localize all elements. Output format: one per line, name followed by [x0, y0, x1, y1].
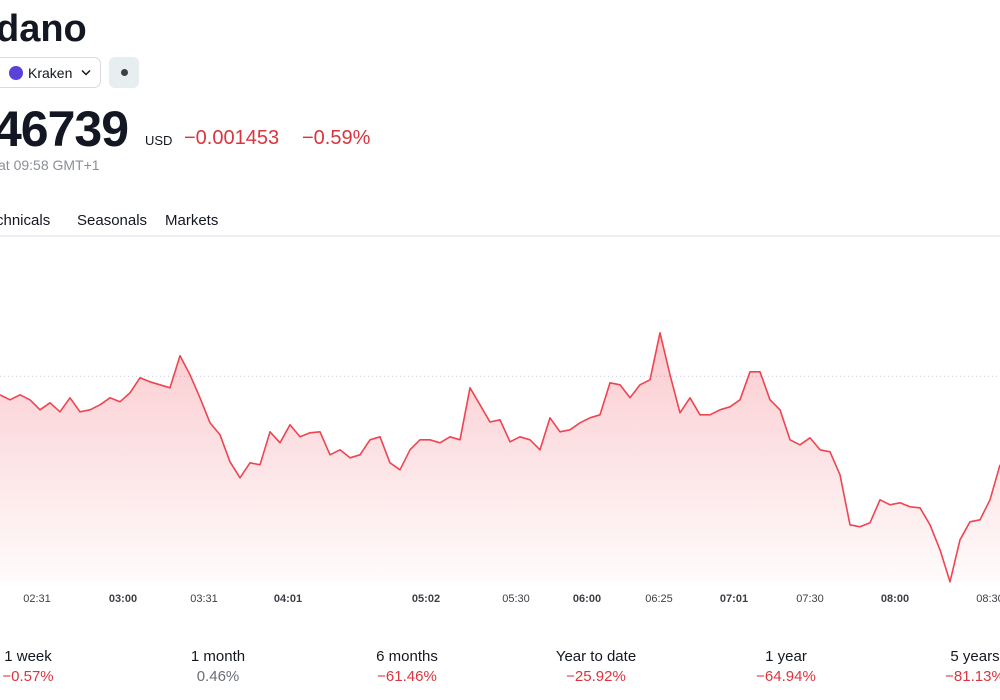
- x-tick-label: 07:30: [796, 593, 824, 605]
- exchange-name: Kraken: [28, 65, 73, 81]
- price: 46739: [0, 101, 129, 157]
- x-tick-label: 03:00: [109, 593, 137, 605]
- x-tick-label: 02:31: [23, 593, 51, 605]
- tab[interactable]: Markets: [165, 212, 219, 229]
- performance-change: −61.46%: [377, 668, 437, 685]
- divider: [0, 235, 1000, 237]
- x-tick-label: 06:25: [645, 593, 673, 605]
- performance-period: 1 month: [190, 648, 246, 665]
- performance-change: −25.92%: [566, 668, 626, 685]
- performance-change: −0.57%: [2, 668, 54, 685]
- exchange-button[interactable]: Kraken: [0, 57, 101, 88]
- x-tick-label: 04:01: [274, 593, 302, 605]
- area-fill: [0, 332, 1000, 582]
- x-tick-label: 06:00: [573, 593, 601, 605]
- performance-period: 1 year: [765, 648, 807, 665]
- chevron: [81, 69, 91, 76]
- x-tick-label: 08:00: [881, 593, 909, 605]
- exchange-icon: [9, 66, 23, 80]
- performance-change: 0.46%: [196, 668, 240, 685]
- status-button[interactable]: [109, 57, 139, 88]
- change: −0.001453: [184, 127, 280, 149]
- status-dot: [121, 69, 128, 76]
- performance-change: −64.94%: [756, 668, 816, 685]
- currency: USD: [145, 133, 173, 148]
- performance-period: 5 years: [950, 648, 1000, 665]
- update-time: at 09:58 GMT+1: [0, 157, 100, 173]
- performance-period: Year to date: [555, 648, 637, 665]
- performance-period: 1 week: [4, 648, 52, 665]
- performance-period: 6 months: [376, 648, 438, 665]
- symbol-title: dano: [0, 8, 87, 50]
- tab[interactable]: Seasonals: [77, 212, 148, 229]
- performance-change: −81.13%: [945, 668, 1000, 685]
- price-line: [0, 332, 1000, 583]
- x-tick-label: 07:01: [720, 593, 748, 605]
- change-percent: −0.59%: [302, 127, 371, 149]
- tab[interactable]: chnicals: [0, 212, 51, 229]
- x-tick-label: 08:30: [976, 593, 1000, 605]
- x-tick-label: 05:02: [412, 593, 440, 605]
- x-tick-label: 05:30: [502, 593, 530, 605]
- x-tick-label: 03:31: [190, 593, 218, 605]
